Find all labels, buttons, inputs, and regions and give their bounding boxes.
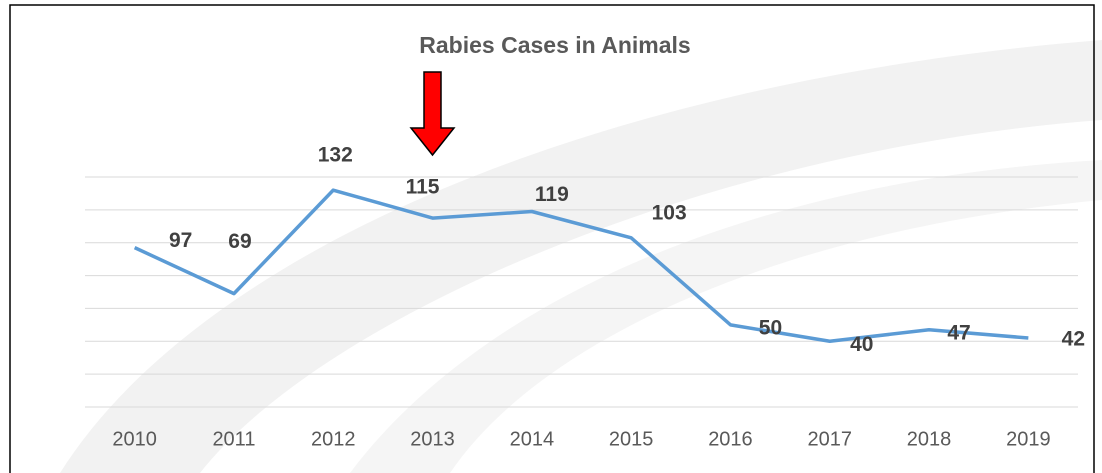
x-tick-label: 2013 (410, 428, 455, 450)
background-swoosh (60, 40, 1102, 473)
data-label: 119 (535, 183, 569, 206)
series-line (133, 188, 1029, 344)
x-tick-label: 2016 (708, 428, 753, 450)
arrow (409, 71, 456, 157)
data-label: 69 (228, 230, 251, 253)
x-tick-label: 2017 (808, 428, 853, 450)
data-label: 132 (318, 144, 353, 167)
chart-title: Rabies Cases in Animals (419, 32, 690, 58)
x-tick-label: 2011 (212, 428, 255, 450)
data-label: 115 (406, 176, 440, 199)
chart-border (9, 4, 1095, 473)
data-label: 47 (947, 321, 970, 344)
x-tick-label: 2010 (112, 428, 157, 450)
data-label: 103 (652, 201, 687, 224)
data-label: 40 (850, 333, 873, 356)
x-tick-label: 2012 (311, 428, 356, 450)
x-tick-label: 2014 (510, 428, 555, 450)
data-label: 42 (1062, 328, 1085, 351)
x-tick-label: 2019 (1006, 428, 1051, 450)
x-tick-label: 2015 (609, 428, 654, 450)
data-label: 97 (169, 229, 192, 252)
data-label: 50 (759, 316, 782, 339)
x-tick-label: 2018 (907, 428, 952, 450)
